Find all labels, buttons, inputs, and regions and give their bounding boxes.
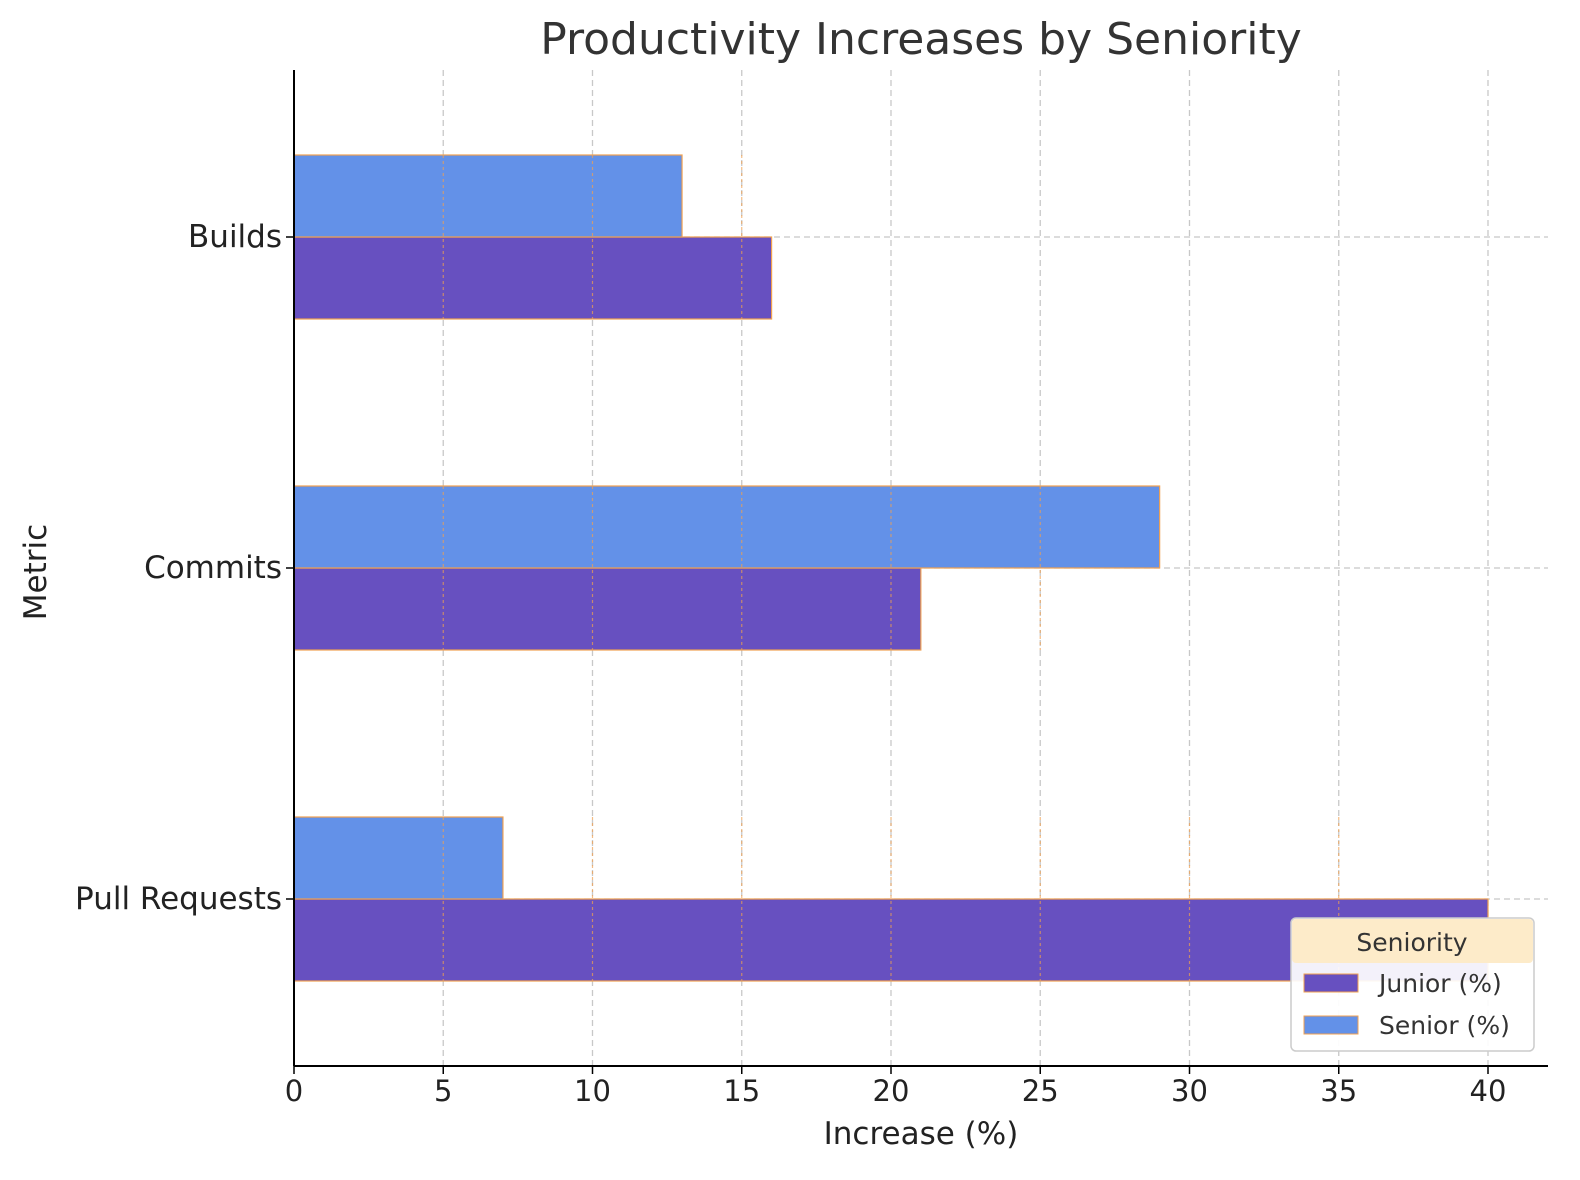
x-tick-label: 10 <box>574 1074 611 1108</box>
y-tick-label: Pull Requests <box>75 881 282 917</box>
x-axis-label: Increase (%) <box>824 1116 1019 1152</box>
bar-commits-senior <box>293 485 1161 569</box>
bar-commits-junior <box>293 567 922 651</box>
x-tick-label: 30 <box>1171 1074 1208 1108</box>
chart-title: Productivity Increases by Seniority <box>540 14 1302 65</box>
x-tick-label: 35 <box>1320 1074 1357 1108</box>
bar-pull-requests-senior <box>293 816 504 900</box>
y-axis-label: Metric <box>18 524 54 620</box>
y-tick-label: Builds <box>188 219 282 255</box>
y-tick-label: Commits <box>144 550 282 586</box>
legend-label-junior: Junior (%) <box>1377 969 1502 998</box>
legend-swatch-senior <box>1303 1015 1359 1035</box>
x-tick-label: 0 <box>285 1074 303 1108</box>
x-tick-label: 5 <box>434 1074 452 1108</box>
bar-builds-junior <box>293 236 773 320</box>
x-tick-label: 15 <box>723 1074 760 1108</box>
legend: Seniority Junior (%) Senior (%) <box>1290 917 1535 1052</box>
bars <box>293 154 1489 982</box>
legend-title-background <box>1292 919 1533 963</box>
legend-label-senior: Senior (%) <box>1379 1011 1510 1040</box>
x-tick-label: 20 <box>873 1074 910 1108</box>
legend-title: Seniority <box>1356 928 1467 957</box>
y-ticks: Builds Commits Pull Requests <box>75 219 294 917</box>
legend-swatch-junior <box>1303 973 1359 993</box>
bar-builds-senior <box>293 154 683 238</box>
x-tick-label: 25 <box>1022 1074 1059 1108</box>
x-ticks: 0 5 10 15 20 25 30 35 40 <box>285 1066 1507 1108</box>
x-tick-label: 40 <box>1470 1074 1507 1108</box>
